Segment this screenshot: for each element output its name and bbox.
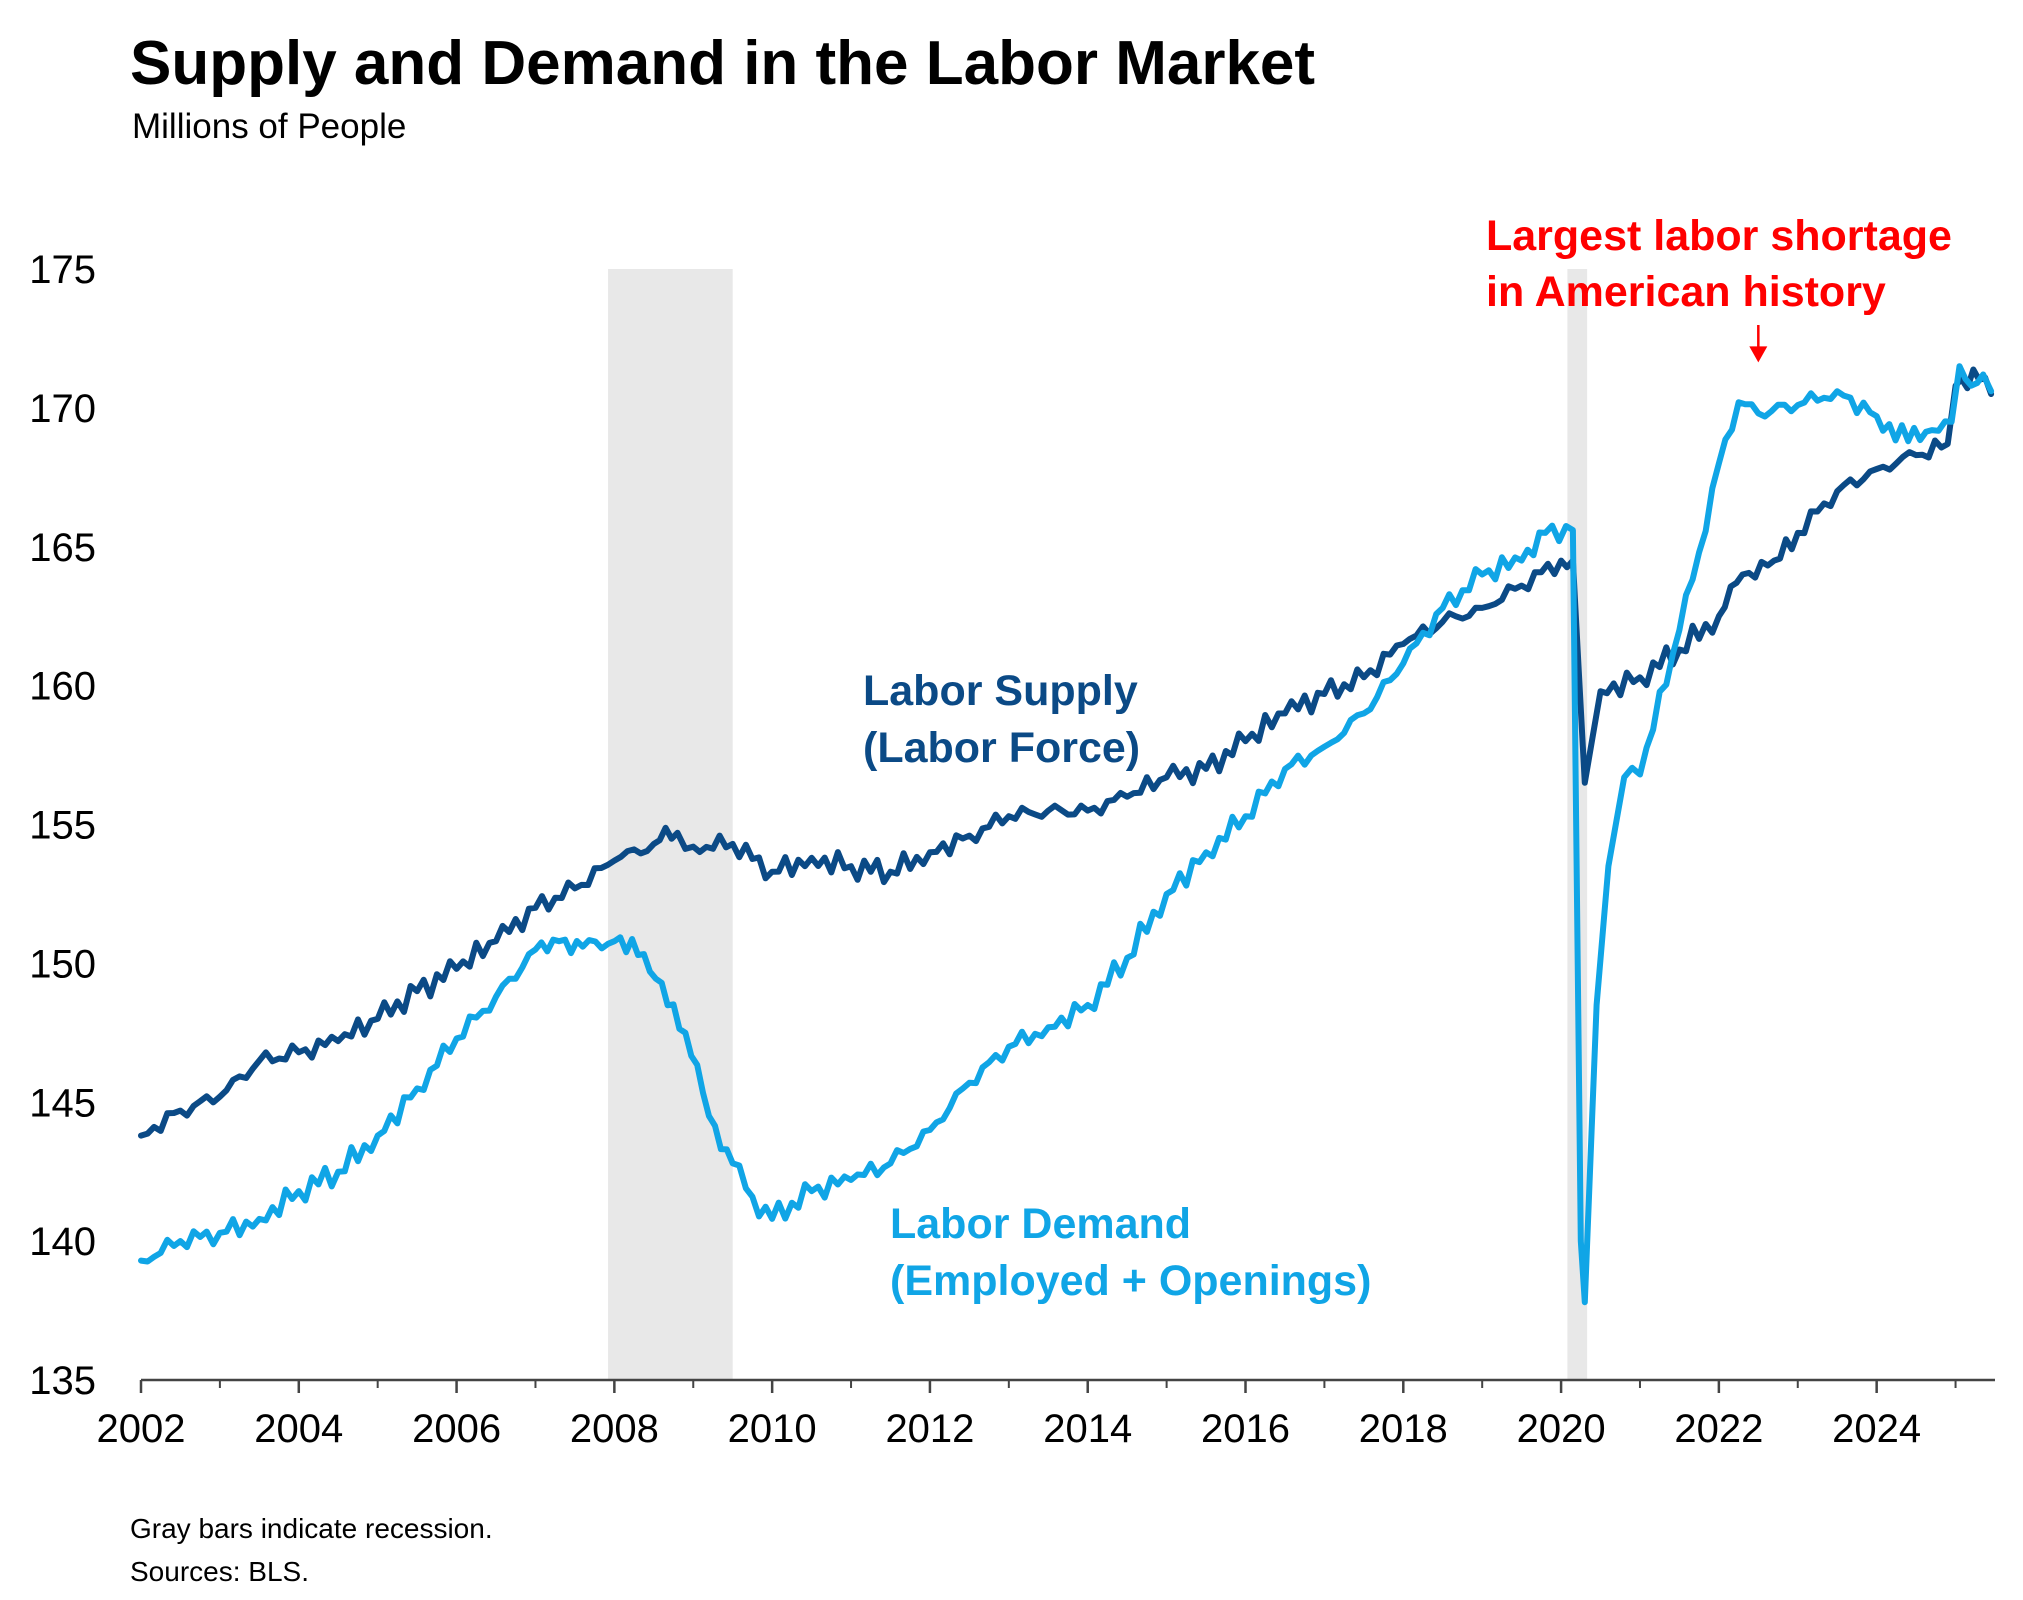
y-tick-label-150: 150 bbox=[29, 942, 96, 986]
x-tick-label-2008: 2008 bbox=[570, 1407, 659, 1451]
chart-title: Supply and Demand in the Labor Market bbox=[130, 29, 1315, 98]
x-tick-label-2022: 2022 bbox=[1674, 1407, 1763, 1451]
y-tick-label-145: 145 bbox=[29, 1081, 96, 1125]
x-tick-label-2020: 2020 bbox=[1517, 1407, 1606, 1451]
y-tick-label-165: 165 bbox=[29, 526, 96, 570]
annotation-arrow bbox=[1749, 325, 1768, 363]
footnote-sources: Sources: BLS. bbox=[130, 1556, 309, 1587]
x-tick-label-2016: 2016 bbox=[1201, 1407, 1290, 1451]
y-tick-label-160: 160 bbox=[29, 665, 96, 709]
labor-demand-line bbox=[138, 363, 1995, 1306]
series-lines bbox=[138, 363, 1995, 1306]
y-tick-label-135: 135 bbox=[29, 1359, 96, 1403]
chart-subtitle: Millions of People bbox=[132, 107, 406, 146]
y-tick-label-140: 140 bbox=[29, 1220, 96, 1264]
x-tick-label-2024: 2024 bbox=[1832, 1407, 1921, 1451]
x-axis: 2002 2004 2006 2008 2010 2012 2014 2016 2018 2020… bbox=[97, 1378, 1995, 1451]
x-tick-label-2004: 2004 bbox=[254, 1407, 343, 1451]
x-tick-label-2018: 2018 bbox=[1359, 1407, 1448, 1451]
x-tick-label-2006: 2006 bbox=[412, 1407, 501, 1451]
y-tick-label-175: 175 bbox=[29, 248, 96, 292]
x-tick-label-2002: 2002 bbox=[97, 1407, 186, 1451]
annotation-arrow-head bbox=[1749, 346, 1768, 363]
x-tick-label-2014: 2014 bbox=[1043, 1407, 1132, 1451]
footnote-recession: Gray bars indicate recession. bbox=[130, 1513, 493, 1544]
y-axis: 135 140 145 150 155 160 165 170 175 bbox=[29, 248, 96, 1403]
recession-bar-0 bbox=[608, 269, 733, 1380]
labor-supply-line bbox=[138, 366, 1995, 1139]
demand-series-label: Labor Demand (Employed + Openings) bbox=[890, 1200, 1371, 1305]
x-tick-label-2010: 2010 bbox=[728, 1407, 817, 1451]
y-tick-label-155: 155 bbox=[29, 804, 96, 848]
y-tick-label-170: 170 bbox=[29, 387, 96, 431]
shortage-annotation: Largest labor shortage in American histo… bbox=[1486, 212, 1964, 316]
x-tick-label-2012: 2012 bbox=[885, 1407, 974, 1451]
supply-series-label: Labor Supply (Labor Force) bbox=[863, 667, 1150, 772]
